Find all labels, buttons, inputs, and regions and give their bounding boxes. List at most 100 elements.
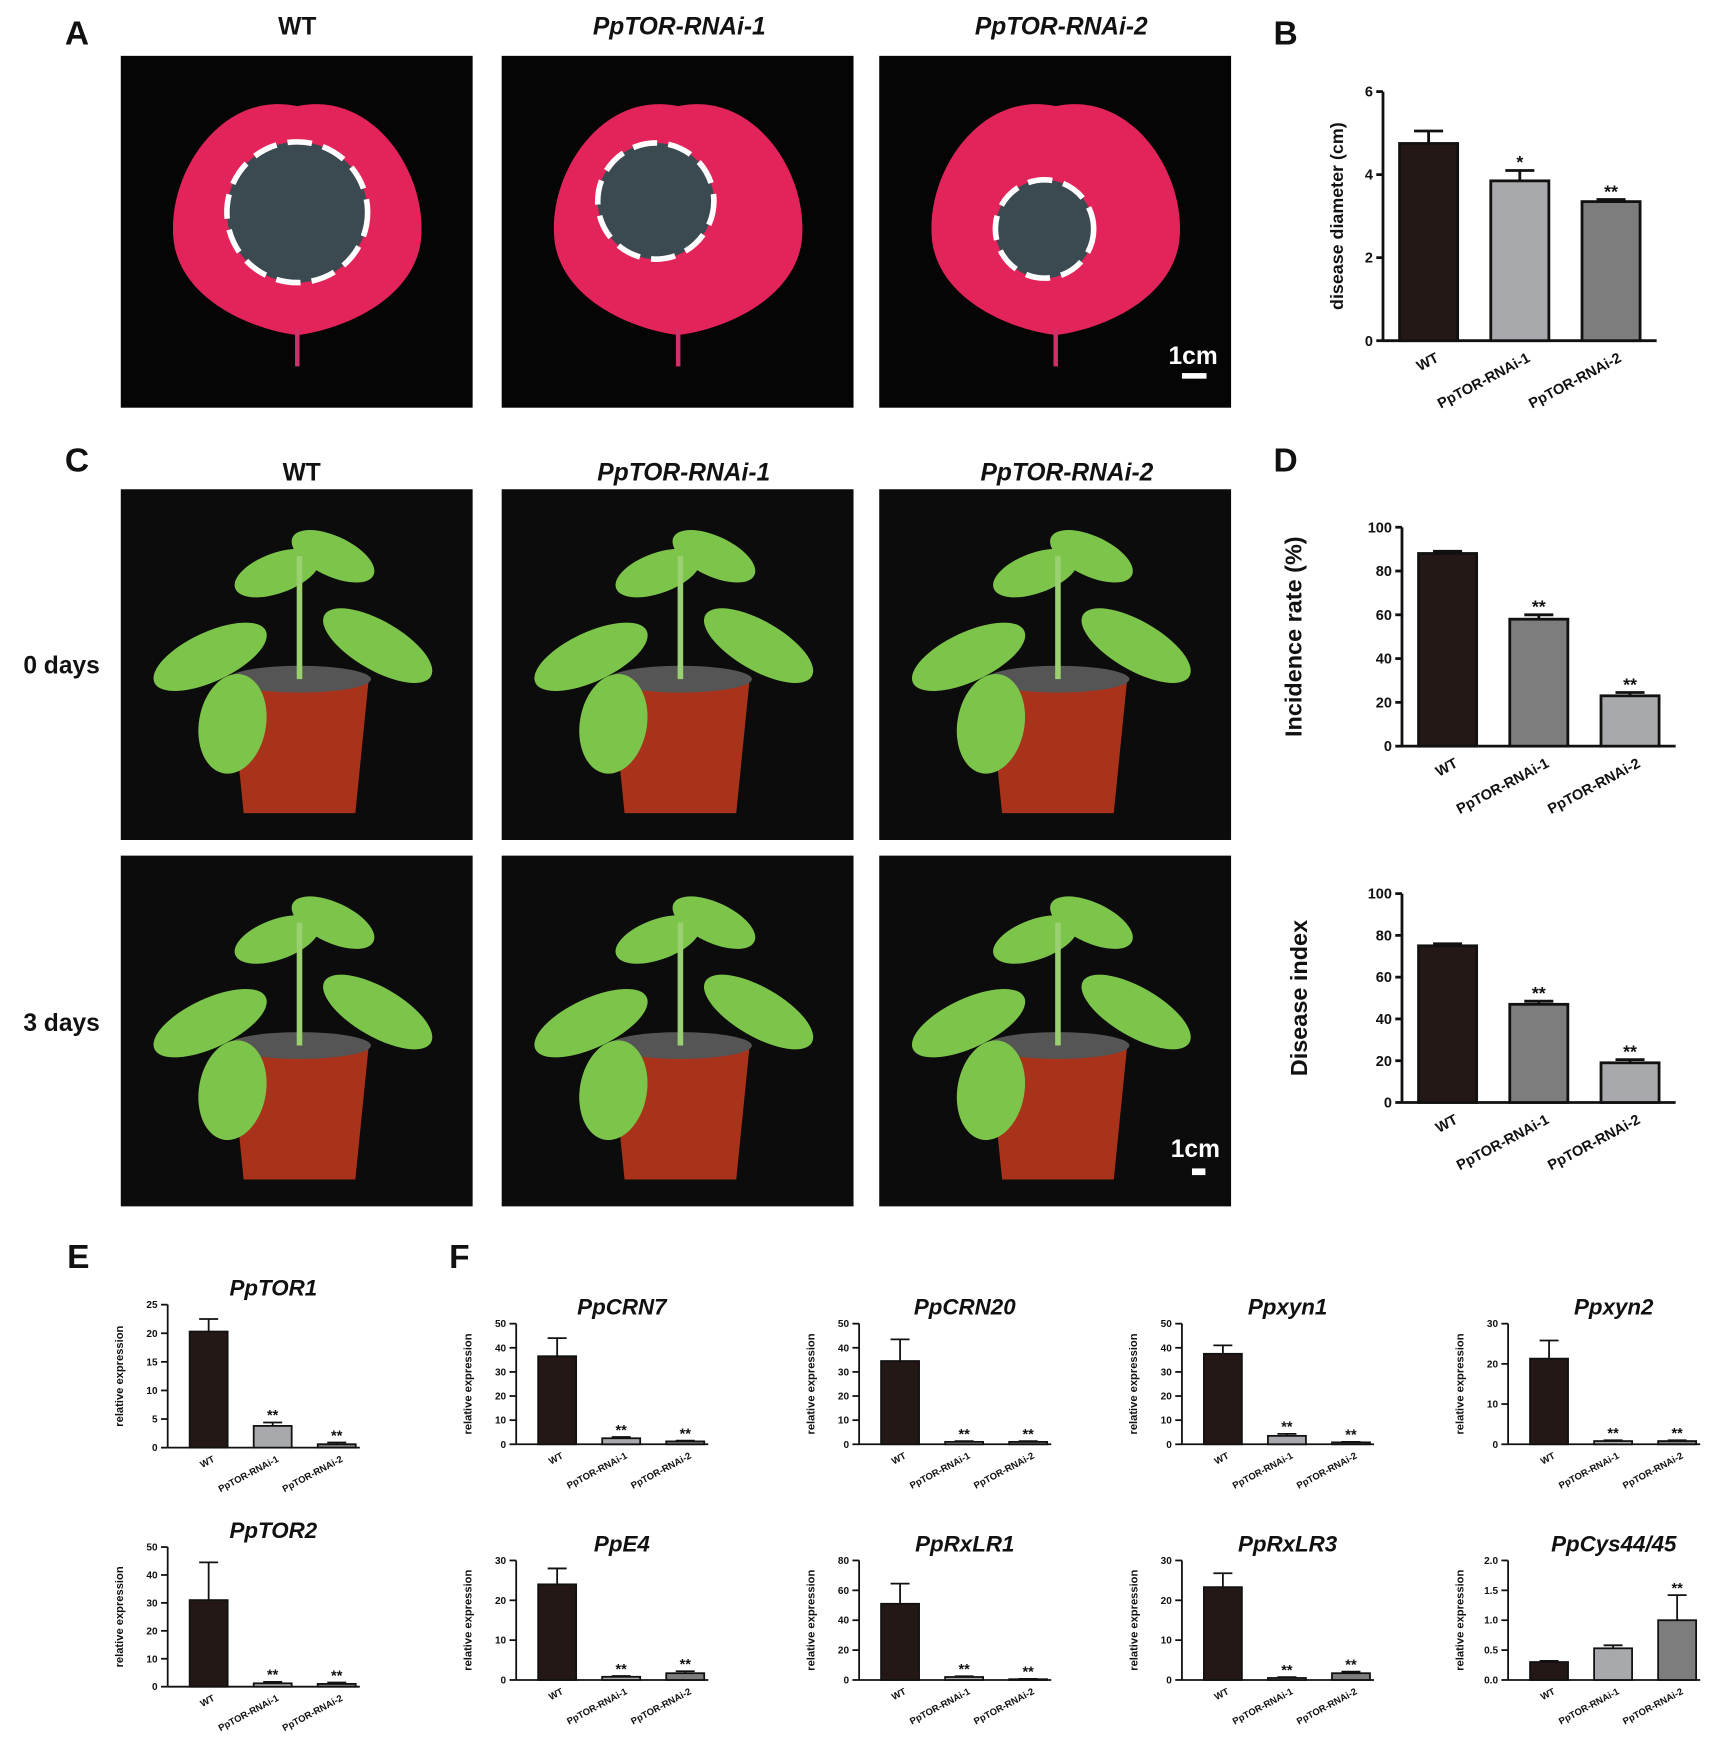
leaf [1081, 974, 1191, 1050]
error-bar [954, 1675, 974, 1678]
x-tick-label: PpTOR-RNAi-1 [217, 1454, 282, 1495]
bar [1529, 1357, 1569, 1446]
significance-label: ** [1345, 1657, 1357, 1673]
y-tick-label: 20 [495, 1392, 507, 1403]
y-tick-label: 10 [1487, 1400, 1499, 1411]
leaf [911, 622, 1026, 692]
significance-label: ** [1532, 983, 1546, 1003]
y-tick-label: 50 [495, 1319, 507, 1330]
y-tick-label: 10 [146, 1386, 158, 1397]
chart-title: Ppxyn1 [1248, 1295, 1327, 1320]
y-tick-label: 15 [146, 1357, 158, 1368]
y-tick-label: 30 [1161, 1556, 1173, 1567]
y-tick-label: 30 [1161, 1367, 1173, 1378]
bar [537, 1583, 578, 1681]
y-axis-label: relative expression [805, 1333, 817, 1434]
chart-title: PpRxLR1 [915, 1532, 1014, 1557]
x-tick-label: PpTOR-RNAi-2 [1295, 1686, 1359, 1727]
significance-label: ** [331, 1428, 343, 1444]
leaf [153, 988, 267, 1058]
x-tick-label: PpTOR-RNAi-1 [1435, 350, 1533, 412]
y-tick-label: 30 [495, 1367, 507, 1378]
y-tick-label: 0.0 [1484, 1675, 1498, 1686]
column-title: WT [278, 14, 316, 41]
y-tick-label: 60 [838, 1586, 850, 1597]
y-tick-label: 60 [1376, 608, 1392, 624]
error-bar [1539, 1659, 1559, 1663]
bar [1580, 200, 1642, 343]
x-tick-label: WT [890, 1686, 908, 1703]
leaf [534, 988, 648, 1058]
bar [316, 1443, 357, 1449]
lesion [594, 140, 717, 262]
y-axis-label: Disease index [1286, 920, 1312, 1076]
error-bar [199, 1561, 219, 1601]
x-tick-label: PpTOR-RNAi-1 [1454, 756, 1552, 818]
bar [188, 1330, 229, 1449]
y-tick-label: 20 [838, 1392, 850, 1403]
y-tick-label: 2 [1365, 251, 1373, 267]
error-bar [890, 1582, 910, 1604]
y-tick-label: 0 [1365, 334, 1373, 350]
error-bar [1667, 1594, 1687, 1621]
error-bar [199, 1318, 219, 1332]
bar [601, 1437, 642, 1446]
y-tick-label: 20 [1376, 1054, 1392, 1070]
x-tick-label: WT [199, 1693, 217, 1710]
error-bar [263, 1681, 283, 1684]
y-tick-label: 30 [146, 1598, 158, 1609]
error-bar [1539, 1339, 1559, 1359]
x-tick-label: PpTOR-RNAi-1 [1231, 1450, 1296, 1491]
y-tick-label: 0 [1492, 1440, 1498, 1451]
error-bar [1213, 1344, 1233, 1354]
column-title: PpTOR-RNAi-2 [980, 459, 1153, 486]
y-tick-label: 100 [1368, 887, 1392, 903]
significance-label: ** [1023, 1427, 1035, 1443]
y-tick-label: 40 [1161, 1343, 1173, 1354]
column-title: WT [283, 459, 321, 486]
significance-label: ** [616, 1423, 628, 1439]
error-bar [327, 1681, 347, 1684]
bar [665, 1672, 706, 1681]
error-bar [1524, 613, 1554, 620]
x-tick-label: WT [1213, 1686, 1231, 1703]
x-tick-label: PpTOR-RNAi-2 [1545, 1112, 1643, 1174]
y-tick-label: 0 [843, 1675, 849, 1686]
x-tick-label: WT [547, 1451, 565, 1468]
y-tick-label: 0 [501, 1440, 507, 1451]
y-axis-label: relative expression [114, 1325, 126, 1426]
leaf [579, 1040, 648, 1141]
significance-label: ** [1623, 674, 1637, 694]
y-tick-label: 50 [1161, 1319, 1173, 1330]
y-tick-label: 100 [1368, 520, 1392, 536]
bar [880, 1602, 920, 1681]
error-bar [1524, 999, 1554, 1005]
error-bar [954, 1440, 974, 1443]
y-tick-label: 60 [1376, 970, 1392, 986]
significance-label: ** [1281, 1663, 1293, 1679]
leaf [703, 974, 814, 1050]
y-axis-label: relative expression [463, 1569, 475, 1670]
error-bar [1433, 549, 1463, 554]
y-tick-label: 10 [1161, 1416, 1173, 1427]
x-tick-label: PpTOR-RNAi-2 [972, 1686, 1036, 1727]
y-tick-label: 0.5 [1484, 1646, 1498, 1657]
error-bar [327, 1441, 347, 1445]
x-tick-label: PpTOR-RNAi-1 [908, 1450, 973, 1491]
bar [1529, 1661, 1569, 1681]
x-tick-label: PpTOR-RNAi-2 [972, 1451, 1036, 1492]
bar [1417, 944, 1479, 1104]
leaf [579, 673, 648, 774]
y-tick-label: 10 [1161, 1636, 1173, 1647]
chart-title: PpCys44/45 [1551, 1532, 1677, 1557]
x-tick-label: WT [890, 1451, 908, 1468]
leaf [956, 673, 1026, 774]
leaf [198, 673, 267, 774]
leaf [1081, 608, 1191, 684]
significance-label: ** [1604, 181, 1618, 201]
bar [1398, 142, 1460, 343]
error-bar [547, 1567, 567, 1585]
significance-label: ** [1671, 1581, 1683, 1597]
y-tick-label: 20 [838, 1646, 850, 1657]
